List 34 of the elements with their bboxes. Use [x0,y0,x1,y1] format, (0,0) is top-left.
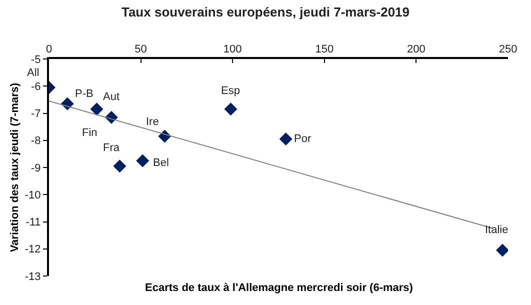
annotation: Fin [82,127,98,139]
annotation: All [27,67,40,79]
point [113,160,126,173]
annotation: Fra [103,142,120,154]
x-tick-label: 0 [46,44,52,56]
y-tick-label: -10 [24,189,41,202]
y-tick-label: -5 [31,54,41,66]
y-tick-label: -13 [24,270,41,283]
annotation: Italie [485,224,508,236]
annotation: Esp [221,85,240,97]
x-axis-title: Ecarts de taux à l'Allemagne mercredi soir (6-mars) [145,282,414,294]
annotation: Bel [153,157,169,169]
point [136,154,150,168]
y-tick-label: -11 [26,216,41,229]
point [224,102,238,116]
y-tick-label: -7 [31,108,41,120]
x-tick-label: 250 [498,44,518,56]
annotation: Aut [103,91,120,103]
x-tick-label: 200 [407,44,426,56]
point [279,132,292,146]
x-tick-label: 100 [223,44,242,56]
y-tick-label: -8 [31,135,41,148]
point [496,244,508,257]
y-tick-label: -9 [31,162,41,174]
annotation: Por [294,133,312,145]
chart-title: Taux souverains européens, jeudi 7-mars-2019 [121,4,410,20]
x-tick-label: 50 [134,44,147,56]
y-axis-title: Variation des taux jeudi (7-mars) [9,82,22,252]
y-tick-label: -12 [24,244,41,256]
x-tick-label: 150 [315,44,334,56]
point [90,102,104,116]
y-tick-label: -6 [31,80,41,93]
annotation: P-B [75,88,94,100]
annotation: Ire [146,116,159,128]
